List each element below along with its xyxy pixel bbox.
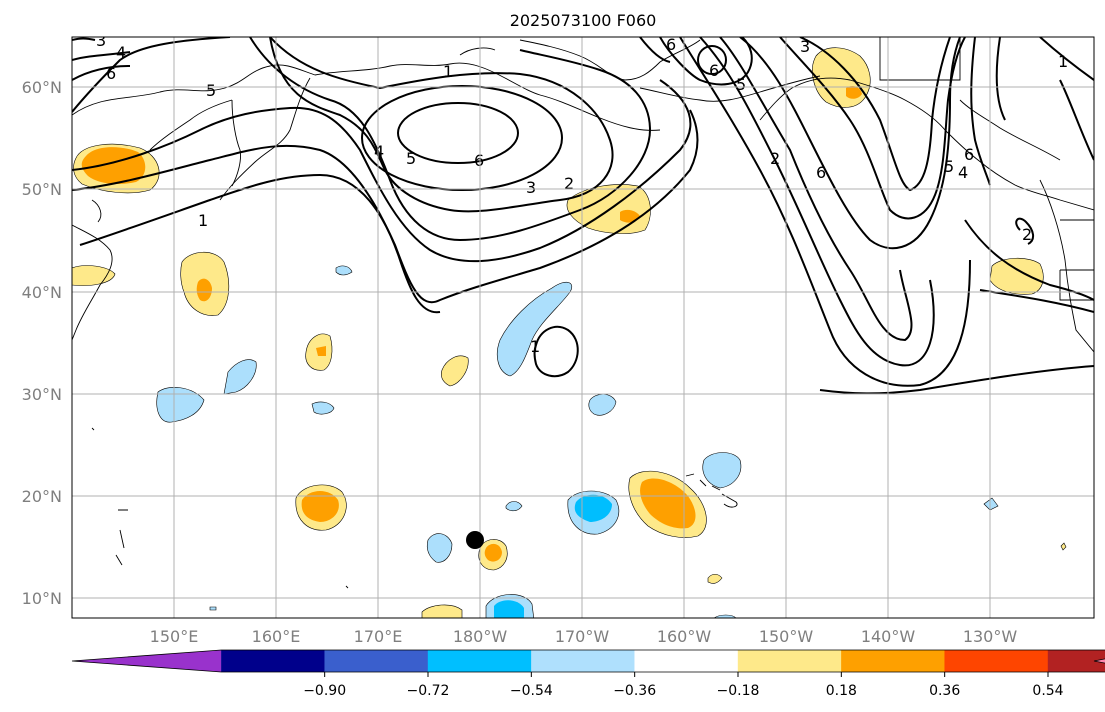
contour-label: 4: [958, 163, 968, 182]
contour-label: 3: [526, 178, 536, 197]
map-content: 3 4 6 1 5 6 4 5 6 3 2 1 3 6 5 6 2 6 5 4 …: [72, 31, 1094, 618]
contour-label: 4: [374, 142, 384, 161]
contour-label: 5: [944, 157, 954, 176]
lon-label: 150°E: [150, 627, 199, 646]
contour-label: 5: [206, 81, 216, 100]
contour-label: 6: [474, 151, 484, 170]
contour-label: 5: [406, 149, 416, 168]
contour-label: 2: [564, 174, 574, 193]
positive-anomaly-strong-shading: [81, 86, 862, 562]
colorbar-segment: [1047, 650, 1105, 672]
figure-title: 2025073100 F060: [510, 11, 657, 30]
graticule: [72, 37, 1094, 618]
contour-label: 5: [736, 75, 746, 94]
colorbar-tick-label: 0.54: [1032, 683, 1063, 699]
longitude-labels: 150°E 160°E 170°E 180°W 170°W 160°W 150°…: [150, 627, 1018, 646]
contour-label: 4: [116, 43, 126, 62]
colorbar-segment: [324, 650, 429, 672]
lat-label: 30°N: [22, 385, 62, 404]
lon-label: 170°W: [555, 627, 610, 646]
storm-center-marker: [466, 531, 484, 549]
colorbar-tick-label: −0.72: [407, 683, 450, 699]
contour-label: 6: [666, 35, 676, 54]
contour-high-inner: [397, 102, 519, 164]
contour-labels: 3 4 6 1 5 6 4 5 6 3 2 1 3 6 5 6 2 6 5 4 …: [96, 31, 1068, 356]
colorbar-segment: [221, 650, 325, 672]
colorbar-tick-label: −0.54: [510, 683, 553, 699]
contour-label: 1: [530, 337, 540, 356]
colorbar-tick-label: −0.18: [717, 683, 760, 699]
contour-label: 3: [800, 37, 810, 56]
lat-label: 60°N: [22, 78, 62, 97]
colorbar-tick-label: 0.36: [929, 683, 960, 699]
contour-label: 6: [816, 163, 826, 182]
colorbar-tick-label: 0.18: [826, 683, 857, 699]
lat-label: 20°N: [22, 487, 62, 506]
contour-high-ring-2: [361, 85, 563, 191]
colorbar-tick-label: −0.90: [303, 683, 346, 699]
contour-label: 2: [770, 149, 780, 168]
lon-label: 170°E: [354, 627, 403, 646]
colorbar-extend-max: [1094, 658, 1105, 664]
colorbar-outline: [71, 649, 1105, 673]
colorbar-segment: [944, 650, 1049, 672]
colorbar-tick-label: −0.36: [613, 683, 656, 699]
colorbar-segment: [427, 650, 532, 672]
contour-label: 1: [198, 211, 208, 230]
colorbar-segment: [634, 650, 739, 672]
colorbar-tick-labels: −0.90−0.72−0.54−0.36−0.180.180.360.540.7…: [303, 672, 1064, 699]
lat-label: 50°N: [22, 180, 62, 199]
contour-label: 1: [1058, 52, 1068, 71]
contour-lines: [72, 37, 1094, 395]
colorbar-extend-min: [72, 650, 222, 672]
negative-anomaly-strong-shading: [494, 494, 612, 618]
contour-label: 6: [709, 61, 719, 80]
contour-label: 6: [106, 64, 116, 83]
lat-label: 40°N: [22, 283, 62, 302]
lon-label: 160°E: [252, 627, 301, 646]
lon-label: 130°W: [963, 627, 1018, 646]
lon-label: 150°W: [759, 627, 814, 646]
contour-label: 6: [964, 145, 974, 164]
contour-label: 1: [443, 62, 453, 81]
map-frame: [71, 36, 1095, 619]
contour-label: 3: [96, 31, 106, 50]
latitude-labels: 60°N 50°N 40°N 30°N 20°N 10°N: [22, 78, 62, 608]
lon-label: 140°W: [861, 627, 916, 646]
colorbar-segment: [841, 650, 945, 672]
contour-label: 2: [1022, 225, 1032, 244]
lat-label: 10°N: [22, 589, 62, 608]
lon-label: 180°W: [453, 627, 508, 646]
colorbar-segment: [531, 650, 635, 672]
colorbar: [71, 649, 1105, 673]
colorbar-segment: [737, 650, 842, 672]
lon-label: 160°W: [657, 627, 712, 646]
